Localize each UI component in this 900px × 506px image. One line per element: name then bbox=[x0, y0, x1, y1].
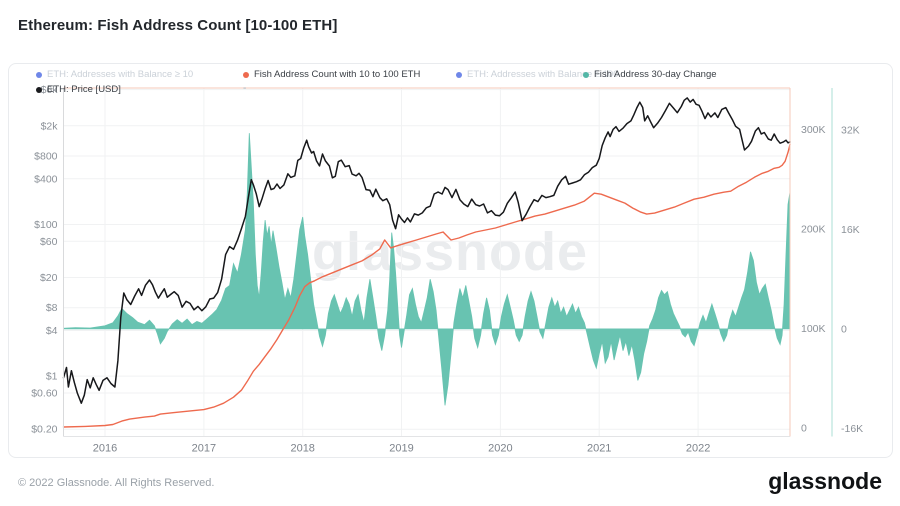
price-axis-tick: $1 bbox=[46, 371, 58, 383]
change-area-series bbox=[63, 133, 791, 406]
legend-item-4[interactable]: ETH: Price [USD] bbox=[36, 83, 121, 96]
price-axis-tick: $6k bbox=[41, 84, 59, 96]
page-title: Ethereum: Fish Address Count [10-100 ETH… bbox=[18, 17, 338, 34]
legend-item-3[interactable]: Fish Address 30-day Change bbox=[583, 68, 717, 81]
legend-dot-icon bbox=[36, 86, 42, 93]
legend-item-label: ETH: Price [USD] bbox=[47, 84, 121, 95]
legend-dot-icon bbox=[36, 71, 42, 78]
price-axis-tick: $60 bbox=[40, 236, 58, 248]
chart-card bbox=[8, 63, 893, 458]
count-axis-tick: 0 bbox=[801, 423, 807, 435]
x-axis-year-tick: 2020 bbox=[488, 443, 512, 455]
change-axis-tick: 0 bbox=[841, 323, 847, 335]
change-axis-tick: -16K bbox=[841, 423, 863, 435]
x-axis-year-tick: 2017 bbox=[192, 443, 216, 455]
legend-dot-icon bbox=[456, 71, 462, 78]
copyright-text: © 2022 Glassnode. All Rights Reserved. bbox=[18, 477, 215, 489]
glassnode-logo: glassnode bbox=[768, 468, 882, 494]
glassnode-watermark: glassnode bbox=[311, 222, 589, 282]
count-axis-tick: 300K bbox=[801, 124, 826, 136]
x-axis-year-tick: 2022 bbox=[686, 443, 710, 455]
legend-item-label: Fish Address 30-day Change bbox=[594, 69, 717, 80]
x-axis-year-tick: 2021 bbox=[587, 443, 611, 455]
legend-item-0[interactable]: ETH: Addresses with Balance ≥ 10 bbox=[36, 68, 193, 81]
legend-dot-icon bbox=[243, 71, 249, 78]
legend-item-2[interactable]: ETH: Addresses with Balance ≥ 100 bbox=[456, 68, 619, 81]
price-axis-tick: $100 bbox=[34, 219, 58, 231]
price-axis-tick: $0.20 bbox=[31, 424, 57, 436]
price-axis-tick: $400 bbox=[34, 173, 58, 185]
legend-item-label: ETH: Addresses with Balance ≥ 100 bbox=[467, 69, 619, 80]
legend-dot-icon bbox=[583, 71, 589, 78]
count-axis-tick: 200K bbox=[801, 224, 826, 236]
x-axis-year-tick: 2019 bbox=[389, 443, 413, 455]
count-axis-tick: 100K bbox=[801, 323, 826, 335]
change-axis-tick: 16K bbox=[841, 224, 860, 236]
change-axis-tick: 32K bbox=[841, 125, 860, 137]
legend-item-1[interactable]: Fish Address Count with 10 to 100 ETH bbox=[243, 68, 420, 81]
legend-item-label: ETH: Addresses with Balance ≥ 10 bbox=[47, 69, 194, 80]
legend-value-dash: - bbox=[243, 83, 247, 94]
price-axis-tick: $4 bbox=[46, 325, 58, 337]
x-axis-year-tick: 2018 bbox=[290, 443, 314, 455]
legend-item-label: Fish Address Count with 10 to 100 ETH bbox=[254, 69, 421, 80]
count-line-series bbox=[62, 143, 791, 428]
price-axis-tick: $20 bbox=[40, 272, 58, 284]
x-axis-year-tick: 2016 bbox=[93, 443, 117, 455]
price-axis-tick: $2k bbox=[41, 120, 59, 132]
price-axis-tick: $0.60 bbox=[31, 388, 57, 400]
price-line-series bbox=[62, 97, 791, 404]
price-axis-tick: $800 bbox=[34, 151, 58, 163]
price-axis-tick: $8 bbox=[46, 302, 58, 314]
